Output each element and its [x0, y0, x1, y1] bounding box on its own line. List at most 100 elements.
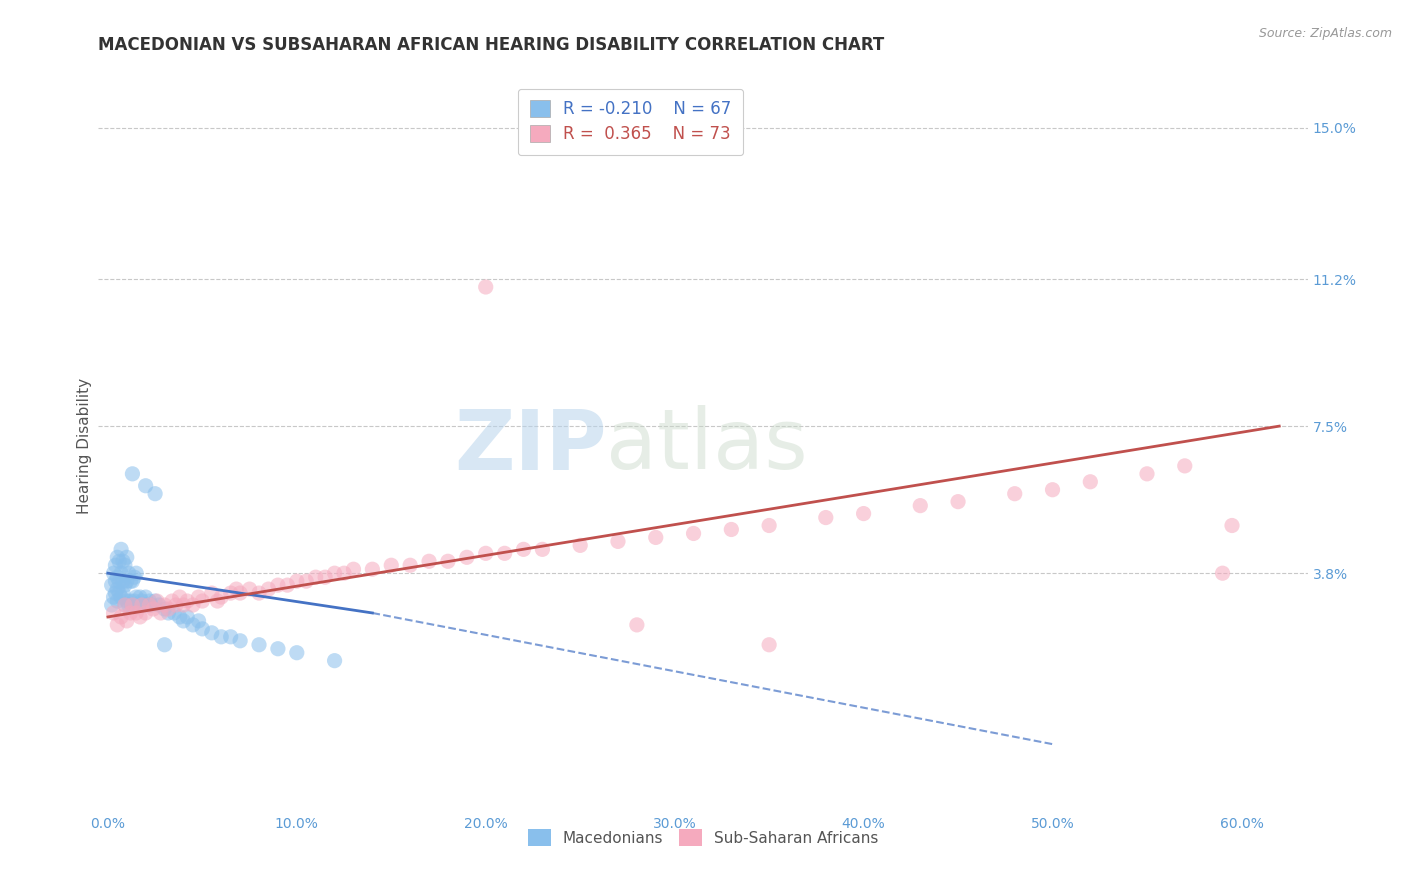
Point: [342, 562, 364, 576]
Y-axis label: Hearing Disability: Hearing Disability: [77, 378, 91, 514]
Point: [1078, 475, 1101, 489]
Point: [361, 562, 384, 576]
Point: [852, 507, 875, 521]
Text: Source: ZipAtlas.com: Source: ZipAtlas.com: [1258, 27, 1392, 40]
Point: [169, 610, 191, 624]
Point: [114, 578, 136, 592]
Point: [100, 578, 122, 592]
Point: [149, 606, 172, 620]
Point: [494, 546, 516, 560]
Point: [132, 598, 155, 612]
Point: [141, 598, 163, 612]
Point: [531, 542, 554, 557]
Point: [1220, 518, 1243, 533]
Point: [474, 280, 496, 294]
Point: [163, 606, 186, 620]
Point: [257, 582, 280, 596]
Point: [142, 602, 165, 616]
Point: [160, 594, 183, 608]
Point: [129, 610, 152, 624]
Point: [135, 606, 157, 620]
Point: [285, 574, 308, 589]
Point: [267, 641, 290, 656]
Point: [644, 530, 666, 544]
Point: [110, 542, 132, 557]
Point: [201, 586, 224, 600]
Point: [108, 586, 131, 600]
Point: [758, 518, 780, 533]
Point: [157, 602, 180, 616]
Point: [135, 590, 157, 604]
Point: [380, 558, 402, 573]
Point: [105, 550, 128, 565]
Point: [105, 582, 128, 596]
Point: [201, 625, 224, 640]
Point: [1212, 566, 1234, 581]
Text: atlas: atlas: [606, 406, 808, 486]
Point: [187, 614, 209, 628]
Point: [247, 586, 270, 600]
Point: [110, 566, 132, 581]
Point: [120, 574, 142, 589]
Point: [143, 594, 166, 608]
Point: [323, 566, 346, 581]
Point: [512, 542, 534, 557]
Point: [129, 590, 152, 604]
Point: [165, 598, 187, 612]
Point: [114, 598, 136, 612]
Point: [118, 566, 141, 581]
Point: [131, 598, 153, 612]
Point: [114, 558, 136, 573]
Point: [146, 594, 169, 608]
Point: [157, 606, 180, 620]
Point: [295, 574, 318, 589]
Point: [105, 618, 128, 632]
Point: [946, 494, 969, 508]
Point: [110, 610, 132, 624]
Point: [276, 578, 298, 592]
Point: [682, 526, 704, 541]
Point: [305, 570, 328, 584]
Point: [104, 586, 127, 600]
Point: [108, 554, 131, 568]
Point: [910, 499, 932, 513]
Point: [247, 638, 270, 652]
Point: [187, 590, 209, 604]
Point: [103, 606, 125, 620]
Point: [285, 646, 308, 660]
Point: [131, 594, 153, 608]
Point: [219, 586, 242, 600]
Point: [124, 594, 146, 608]
Point: [437, 554, 460, 568]
Point: [135, 479, 157, 493]
Point: [114, 598, 136, 612]
Point: [105, 570, 128, 584]
Point: [323, 654, 346, 668]
Point: [115, 550, 138, 565]
Point: [153, 638, 176, 652]
Point: [399, 558, 422, 573]
Point: [125, 606, 148, 620]
Point: [1042, 483, 1064, 497]
Point: [105, 594, 128, 608]
Point: [172, 598, 194, 612]
Point: [124, 570, 146, 584]
Point: [153, 598, 176, 612]
Point: [474, 546, 496, 560]
Point: [191, 594, 214, 608]
Point: [181, 598, 204, 612]
Point: [758, 638, 780, 652]
Point: [219, 630, 242, 644]
Point: [607, 534, 630, 549]
Point: [103, 566, 125, 581]
Point: [143, 486, 166, 500]
Point: [169, 590, 191, 604]
Point: [103, 590, 125, 604]
Point: [121, 598, 143, 612]
Point: [209, 590, 232, 604]
Point: [127, 598, 149, 612]
Point: [121, 574, 143, 589]
Point: [229, 586, 252, 600]
Point: [814, 510, 837, 524]
Point: [121, 598, 143, 612]
